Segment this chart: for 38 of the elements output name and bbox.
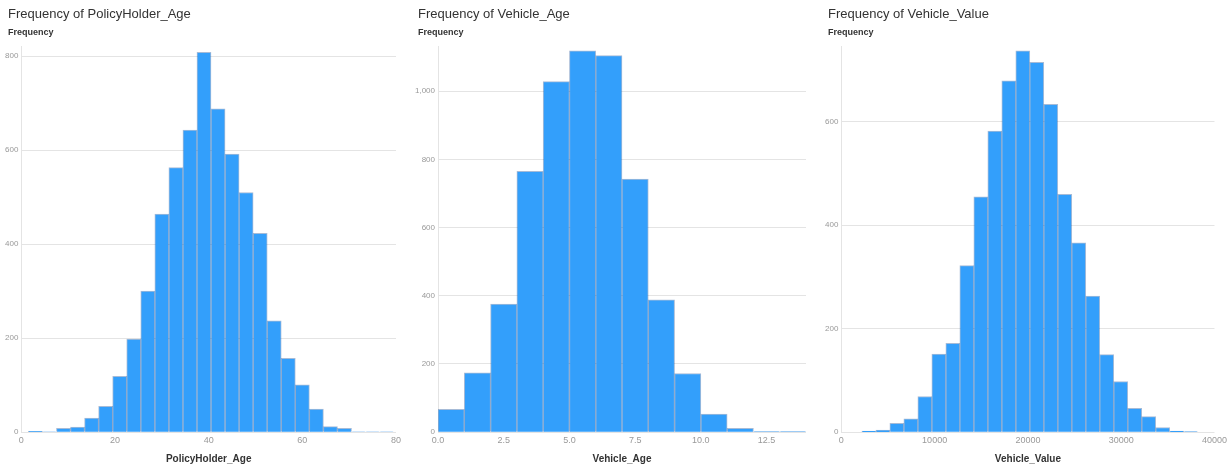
x-axis-title: Vehicle_Value bbox=[994, 452, 1062, 464]
y-tick-label: 600 bbox=[421, 222, 436, 232]
x-tick-label: 12.5 bbox=[757, 435, 776, 446]
x-tick-label: 30000 bbox=[1108, 435, 1134, 446]
y-tick-label: 200 bbox=[421, 359, 436, 369]
y-tick-label: 400 bbox=[824, 220, 839, 230]
x-axis-title: PolicyHolder_Age bbox=[165, 452, 252, 464]
y-tick-label: 600 bbox=[824, 117, 839, 127]
y-tick-label: 200 bbox=[824, 323, 839, 333]
y-tick-label: 1,000 bbox=[414, 86, 436, 96]
y-tick-label: 0 bbox=[430, 427, 436, 437]
x-tick-label: 60 bbox=[297, 435, 308, 446]
y-axis-title: Frequency bbox=[418, 27, 465, 39]
y-tick-label: 800 bbox=[4, 51, 19, 61]
x-tick-label: 5.0 bbox=[563, 435, 576, 446]
x-tick-label: 2.5 bbox=[497, 435, 510, 446]
y-tick-label: 200 bbox=[4, 333, 19, 343]
x-tick-label: 20000 bbox=[1015, 435, 1041, 446]
y-tick-label: 0 bbox=[13, 427, 19, 437]
x-tick-label: 40000 bbox=[1201, 435, 1227, 446]
chart-title: Frequency of Vehicle_Value bbox=[828, 6, 990, 23]
y-tick-label: 800 bbox=[421, 154, 436, 164]
y-axis-title: Frequency bbox=[828, 27, 875, 39]
y-tick-label: 400 bbox=[4, 239, 19, 249]
x-tick-label: 7.5 bbox=[628, 435, 642, 446]
chart-title: Frequency of PolicyHolder_Age bbox=[8, 6, 192, 23]
x-axis-title: Vehicle_Age bbox=[592, 452, 652, 464]
x-tick-label: 40 bbox=[203, 435, 214, 446]
chart-title: Frequency of Vehicle_Age bbox=[418, 6, 571, 23]
x-tick-label: 10000 bbox=[922, 435, 948, 446]
y-tick-label: 600 bbox=[4, 145, 19, 155]
y-axis-title: Frequency bbox=[8, 27, 55, 39]
y-tick-label: 400 bbox=[421, 290, 436, 300]
x-tick-label: 20 bbox=[110, 435, 121, 446]
x-tick-label: 0.0 bbox=[431, 435, 445, 446]
x-tick-label: 10.0 bbox=[692, 435, 710, 446]
x-tick-label: 80 bbox=[390, 435, 402, 446]
y-tick-label: 0 bbox=[833, 427, 839, 437]
